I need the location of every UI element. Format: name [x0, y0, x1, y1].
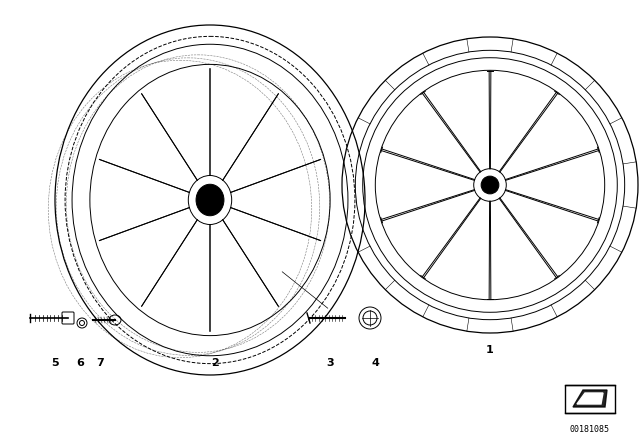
Text: 2: 2 [211, 358, 219, 368]
Ellipse shape [481, 176, 499, 194]
Text: 7: 7 [96, 358, 104, 368]
Text: 4: 4 [371, 358, 379, 368]
Ellipse shape [196, 184, 224, 216]
Text: 00181085: 00181085 [570, 425, 610, 434]
Text: 3: 3 [326, 358, 334, 368]
Text: 6: 6 [76, 358, 84, 368]
Polygon shape [573, 390, 607, 407]
Text: 1: 1 [486, 345, 494, 355]
Polygon shape [577, 393, 603, 404]
Text: 5: 5 [51, 358, 59, 368]
Bar [565, 385, 615, 413]
